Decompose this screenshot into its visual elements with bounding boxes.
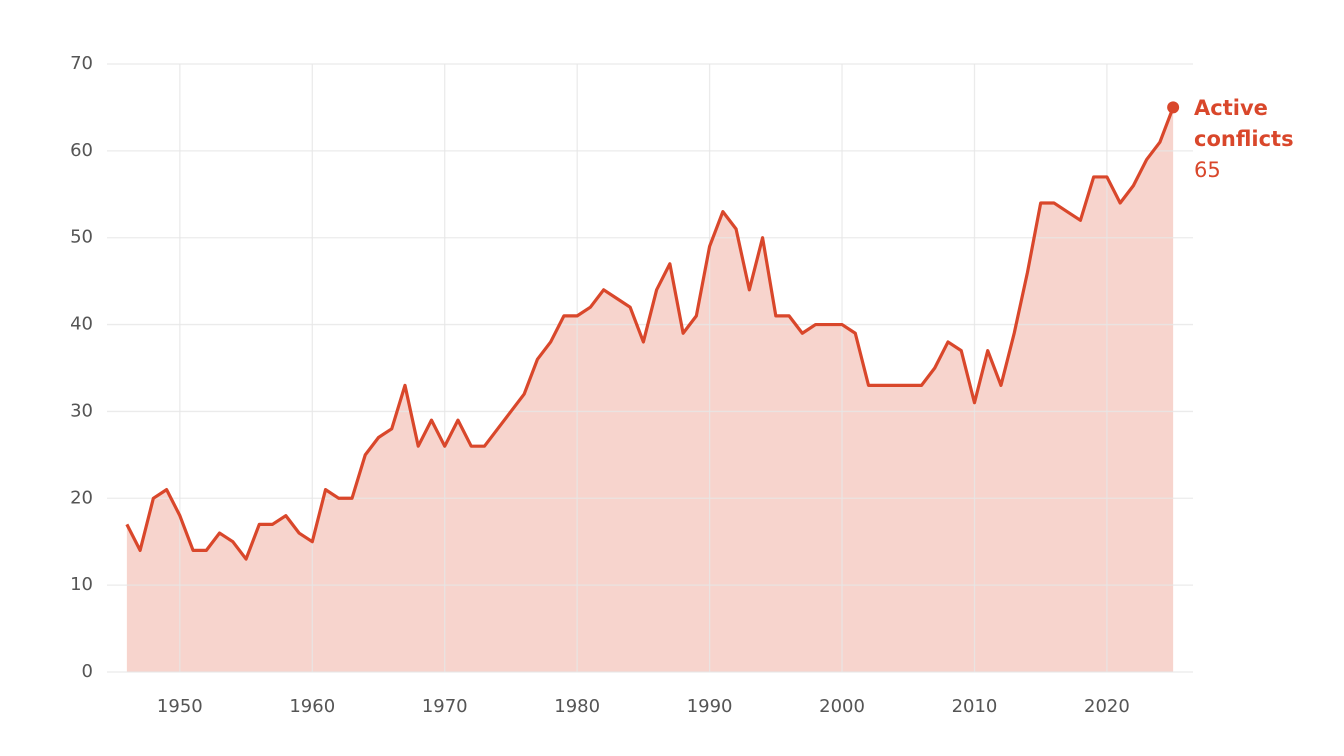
y-tick-label: 10: [70, 574, 93, 595]
y-tick-label: 60: [70, 140, 93, 161]
x-tick-label: 1960: [289, 696, 335, 717]
x-tick-label: 2000: [819, 696, 865, 717]
y-tick-label: 40: [70, 314, 93, 335]
x-tick-label: 2020: [1084, 696, 1130, 717]
end-value-label: 65: [1194, 158, 1221, 182]
y-tick-label: 70: [70, 53, 93, 74]
end-annotation: Active conflicts 65: [1194, 93, 1314, 186]
series-label: Active conflicts: [1194, 96, 1294, 151]
y-tick-label: 0: [82, 661, 93, 682]
x-tick-label: 1950: [157, 696, 203, 717]
x-tick-label: 1980: [554, 696, 600, 717]
x-tick-label: 1970: [422, 696, 468, 717]
line: [125, 106, 1175, 561]
y-tick-label: 30: [70, 400, 93, 421]
y-tick-label: 50: [70, 227, 93, 248]
x-tick-label: 2010: [952, 696, 998, 717]
y-tick-label: 20: [70, 487, 93, 508]
area: [126, 107, 1174, 672]
x-tick-label: 1990: [687, 696, 733, 717]
end-point: [1167, 101, 1180, 114]
